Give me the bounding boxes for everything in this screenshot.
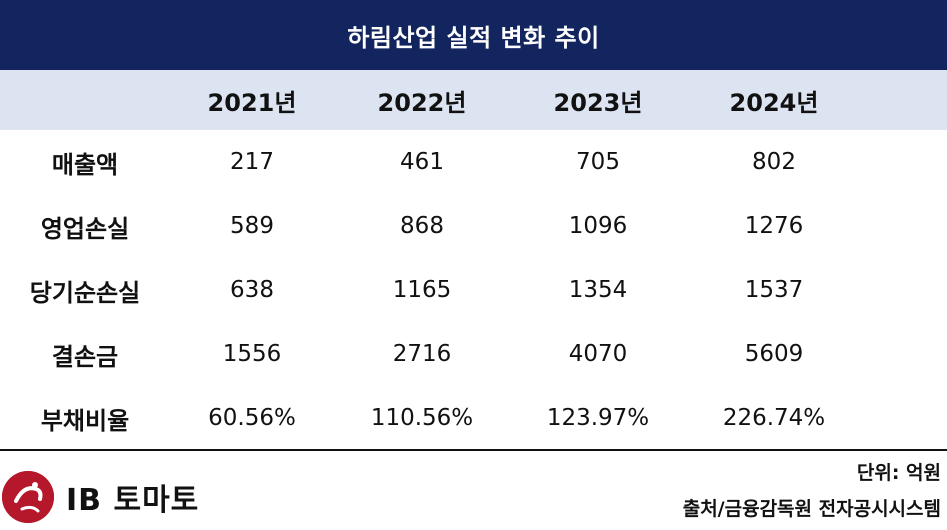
row-label: 결손금 [51,342,119,371]
table-row: 결손금 1556 2716 4070 5609 [0,322,947,386]
table-cell: 1556 [222,341,282,367]
table-row: 영업손실 589 868 1096 1276 [0,194,947,258]
row-label: 부채비율 [40,406,130,435]
table-cell: 226.74% [722,405,826,431]
table-cell: 589 [230,213,274,239]
table-bottom-divider [0,449,947,451]
table-title: 하림산업 실적 변화 추이 [0,0,947,70]
table-row: 매출액 217 461 705 802 [0,130,947,194]
table-cell: 2716 [392,341,452,367]
table-cell: 705 [576,149,620,175]
row-label: 매출액 [51,150,119,179]
table-cell: 60.56% [208,405,296,431]
column-header-2024: 2024년 [729,88,819,117]
table-cell: 1165 [392,277,452,303]
tomato-logo-icon [2,471,54,523]
table-header-row: 2021년 2022년 2023년 2024년 [0,70,947,130]
table-row: 당기순손실 638 1165 1354 1537 [0,258,947,322]
table-cell: 217 [230,149,274,175]
source-note: 출처/금융감독원 전자공시시스템 [682,498,941,520]
table-cell: 461 [400,149,444,175]
row-label: 영업손실 [40,214,130,243]
ib-tomato-logo: IB 토마토 [2,468,199,526]
table-cell: 4070 [568,341,628,367]
column-header-2023: 2023년 [553,88,643,117]
column-header-2022: 2022년 [377,88,467,117]
table-cell: 1354 [568,277,628,303]
table-cell: 1276 [744,213,804,239]
table-cell: 868 [400,213,444,239]
column-header-2021: 2021년 [207,88,297,117]
table-cell: 638 [230,277,274,303]
table-row: 부채비율 60.56% 110.56% 123.97% 226.74% [0,386,947,450]
unit-note: 단위: 억원 [856,462,941,484]
logo-text: IB 토마토 [66,483,200,518]
table-cell: 110.56% [370,405,474,431]
table-body: 매출액 217 461 705 802 영업손실 589 868 1096 12… [0,130,947,450]
row-label: 당기순손실 [29,278,141,307]
table-cell: 123.97% [546,405,650,431]
table-cell: 802 [752,149,796,175]
table-cell: 1096 [568,213,628,239]
table-cell: 5609 [744,341,804,367]
table-cell: 1537 [744,277,804,303]
